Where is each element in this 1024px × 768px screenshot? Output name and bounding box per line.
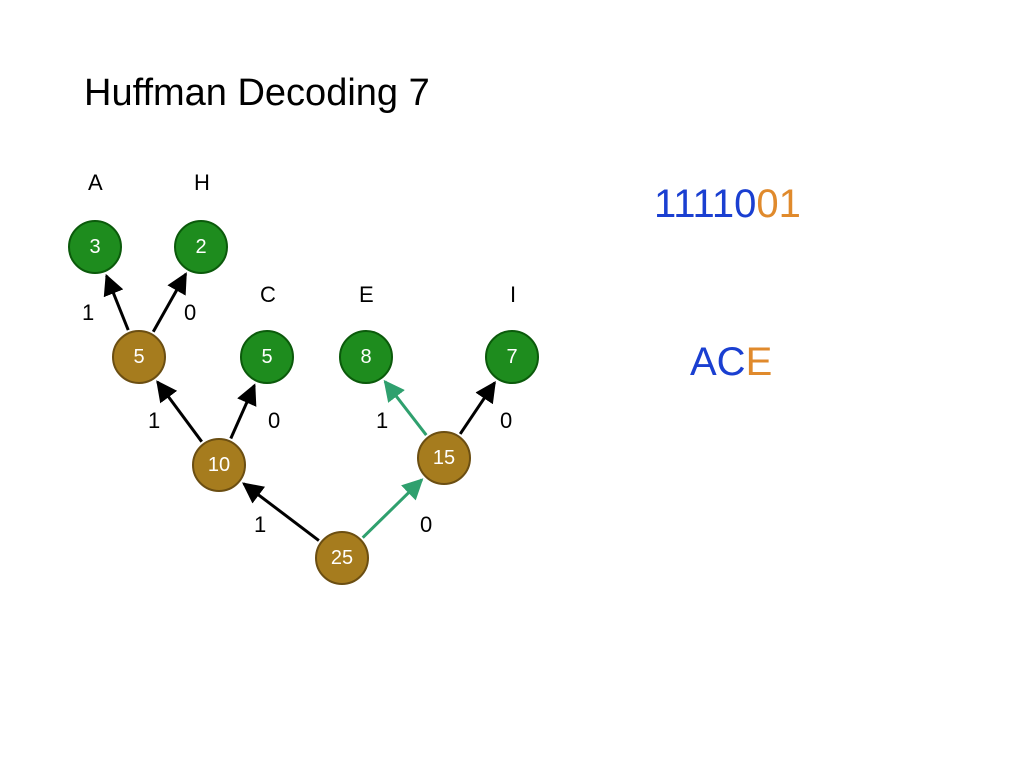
- edge-n10-C: [231, 385, 255, 438]
- node-label-c: C: [260, 282, 276, 308]
- node-n25: 25: [315, 531, 369, 585]
- edge-n25-n15: [363, 480, 422, 538]
- node-label-e: E: [359, 282, 374, 308]
- edge-n5-H: [153, 274, 186, 332]
- edge-label-n15-E: 1: [376, 408, 388, 434]
- node-label-h: H: [194, 170, 210, 196]
- edge-label-n5-H: 0: [184, 300, 196, 326]
- decoded-segment: AC: [690, 340, 746, 384]
- edge-n10-n5: [157, 382, 201, 442]
- page-title: Huffman Decoding 7: [84, 72, 430, 115]
- edge-label-n25-n15: 0: [420, 512, 432, 538]
- edge-n15-E: [385, 382, 426, 436]
- decoded-output: ACE: [690, 340, 772, 385]
- bit-segment: 11110: [654, 182, 756, 226]
- bit-string: 1111001: [654, 182, 801, 227]
- edge-label-n25-n10: 1: [254, 512, 266, 538]
- edges-layer: [0, 0, 1024, 768]
- edge-label-n10-C: 0: [268, 408, 280, 434]
- edge-n15-I: [460, 383, 494, 434]
- node-n5: 5: [112, 330, 166, 384]
- node-c: 5: [240, 330, 294, 384]
- edge-label-n15-I: 0: [500, 408, 512, 434]
- node-label-i: I: [510, 282, 516, 308]
- node-h: 2: [174, 220, 228, 274]
- edge-label-n5-A: 1: [82, 300, 94, 326]
- edge-n5-A: [107, 276, 129, 330]
- node-a: 3: [68, 220, 122, 274]
- node-label-a: A: [88, 170, 103, 196]
- node-n15: 15: [417, 431, 471, 485]
- edge-label-n10-n5: 1: [148, 408, 160, 434]
- node-e: 8: [339, 330, 393, 384]
- decoded-segment: E: [746, 340, 773, 384]
- node-i: 7: [485, 330, 539, 384]
- node-n10: 10: [192, 438, 246, 492]
- bit-segment: 01: [756, 182, 801, 226]
